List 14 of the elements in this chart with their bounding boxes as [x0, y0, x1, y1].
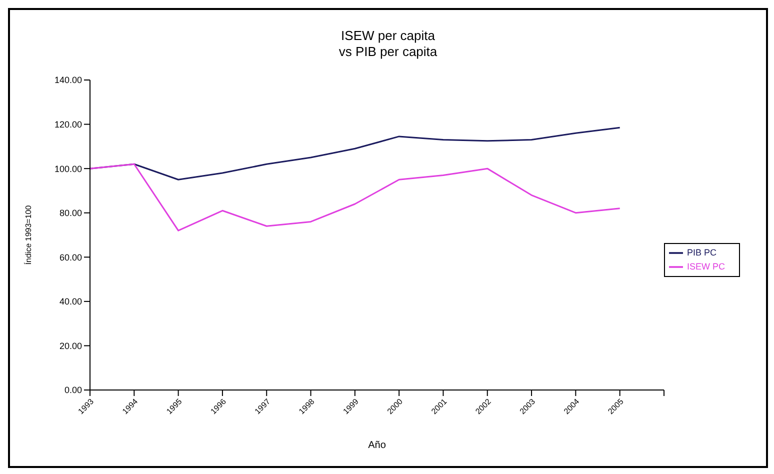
y-tick-label: 40.00 — [59, 296, 82, 307]
legend-label: ISEW PC — [686, 261, 725, 272]
y-axis-title: Índice 1993=100 — [24, 204, 33, 265]
y-tick-label: 20.00 — [59, 340, 82, 351]
y-tick-label: 0.00 — [64, 385, 82, 396]
y-tick-label: 140.00 — [54, 75, 82, 86]
y-tick-label: 100.00 — [54, 164, 82, 174]
x-axis-title: Año — [368, 440, 386, 451]
chart-title: ISEW per capita vs PIB per capita — [338, 28, 438, 60]
legend-label: PIB PC — [686, 247, 716, 258]
y-tick-label: 60.00 — [59, 252, 82, 262]
y-tick-label: 80.00 — [59, 208, 82, 218]
line-series — [89, 163, 621, 232]
y-tick-label: 120.00 — [54, 119, 82, 130]
